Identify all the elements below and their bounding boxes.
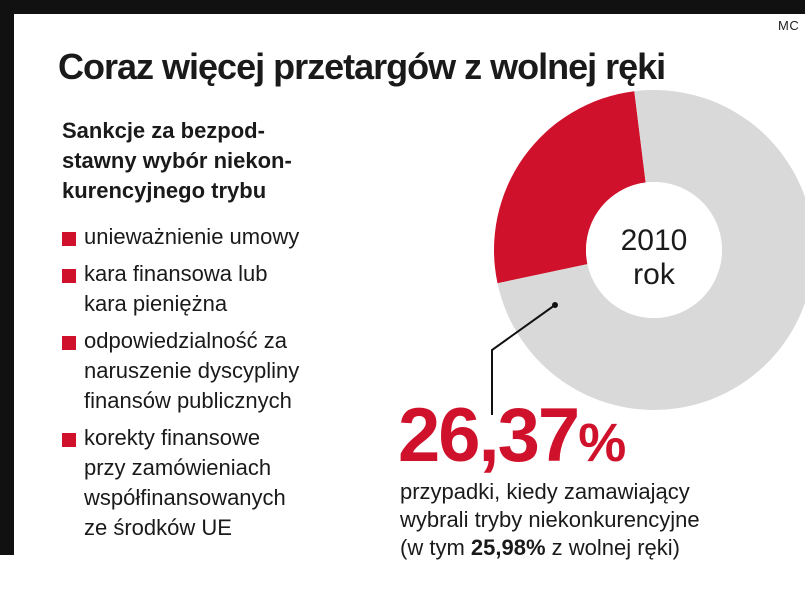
sanctions-heading: Sankcje za bezpod- stawny wybór niekon- … bbox=[62, 116, 382, 206]
donut-hole bbox=[586, 182, 722, 318]
description-line: (w tym 25,98% z wolnej ręki) bbox=[400, 534, 805, 562]
description-prefix: (w tym bbox=[400, 535, 471, 560]
sanction-text: odpowiedzialność za bbox=[84, 328, 288, 353]
sanction-text: finansów publicznych bbox=[84, 388, 292, 413]
top-line bbox=[14, 11, 805, 14]
chart-title: Coraz więcej przetargów z wolnej ręki bbox=[58, 46, 666, 87]
sanction-item: korekty finansowe przy zamówieniach wspó… bbox=[62, 423, 392, 543]
bullet-square-icon bbox=[62, 433, 76, 447]
sanction-item: odpowiedzialność za naruszenie dyscyplin… bbox=[62, 326, 392, 416]
description-line: wybrali tryby niekonkurencyjne bbox=[400, 507, 700, 532]
sanction-item: kara finansowa lub kara pieniężna bbox=[62, 259, 392, 319]
sanction-text: przy zamówieniach bbox=[84, 455, 272, 480]
description-line: przypadki, kiedy zamawiający bbox=[400, 479, 690, 504]
top-rule bbox=[0, 0, 805, 14]
credit: MC bbox=[778, 18, 800, 33]
sanctions-heading-line: kurencyjnego trybu bbox=[62, 178, 267, 203]
sanction-text: współfinansowanych bbox=[84, 485, 286, 510]
highlight-number: 26,37 bbox=[398, 393, 580, 478]
sanction-text: ze środków UE bbox=[84, 515, 232, 540]
bullet-square-icon bbox=[62, 232, 76, 246]
sanction-text: kara finansowa lub bbox=[84, 261, 268, 286]
sanction-text: naruszenie dyscypliny bbox=[84, 358, 300, 383]
sanctions-list: unieważnienie umowy kara finansowa lub k… bbox=[62, 222, 392, 550]
highlight-unit: % bbox=[578, 413, 626, 473]
left-rule bbox=[0, 0, 14, 555]
sanctions-heading-line: stawny wybór niekon- bbox=[62, 148, 292, 173]
description-bold-value: 25,98% bbox=[470, 535, 546, 560]
donut-slice-rest bbox=[497, 90, 805, 410]
bullet-square-icon bbox=[62, 336, 76, 350]
sanctions-heading-line: Sankcje za bezpod- bbox=[62, 118, 265, 143]
donut-slices bbox=[494, 90, 805, 410]
center-label-unit: rok bbox=[633, 258, 676, 291]
center-label-year: 2010 bbox=[621, 224, 688, 257]
bullet-square-icon bbox=[62, 269, 76, 283]
donut-slice-highlight bbox=[494, 91, 646, 284]
callout-leader-line bbox=[491, 304, 556, 415]
sanction-text: unieważnienie umowy bbox=[84, 224, 300, 249]
highlight-value: 26,37% bbox=[398, 393, 626, 483]
sanction-text: kara pieniężna bbox=[84, 291, 228, 316]
sanction-item: unieważnienie umowy bbox=[62, 222, 392, 252]
description-suffix: z wolnej ręki) bbox=[545, 535, 680, 560]
highlight-description: przypadki, kiedy zamawiający wybrali try… bbox=[400, 478, 805, 562]
sanction-text: korekty finansowe bbox=[84, 425, 261, 450]
callout-dot bbox=[552, 302, 558, 308]
